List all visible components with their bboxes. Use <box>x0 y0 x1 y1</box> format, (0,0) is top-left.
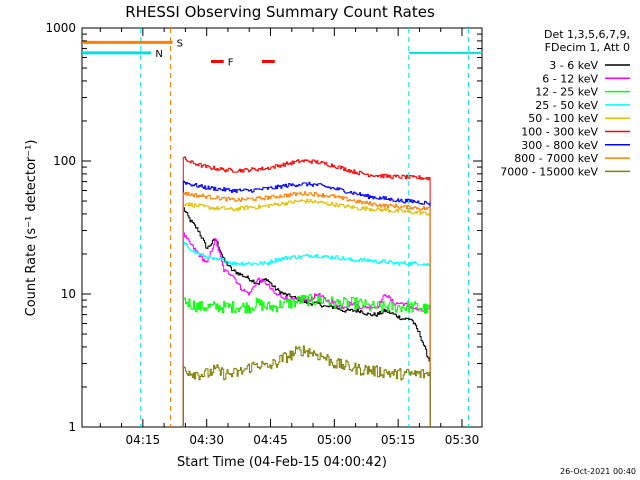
legend-header-line-2: FDecim 1, Att 0 <box>545 41 630 54</box>
night-boundaries <box>140 28 469 427</box>
x-tick-label-1: 04:30 <box>189 433 224 447</box>
legend-header-line-1: Det 1,3,5,6,7,9, <box>544 28 630 41</box>
legend-label-5: 100 - 300 keV <box>521 126 598 139</box>
legend-label-4: 50 - 100 keV <box>528 112 598 125</box>
chart-title: RHESSI Observing Summary Count Rates <box>125 3 435 21</box>
legend-label-6: 300 - 800 keV <box>521 139 598 152</box>
series-trace-2 <box>182 293 431 427</box>
x-tick-label-5: 05:30 <box>445 433 480 447</box>
flag-N-label: N <box>155 49 162 60</box>
legend: Det 1,3,5,6,7,9, FDecim 1, Att 0 3 - 6 k… <box>500 28 630 178</box>
series-trace-6 <box>182 180 431 427</box>
y-tick-label-1: 10 <box>61 287 76 301</box>
x-tick-label-3: 05:00 <box>317 433 352 447</box>
legend-label-3: 25 - 50 keV <box>535 99 598 112</box>
x-axis-title: Start Time (04-Feb-15 04:00:42) <box>177 455 387 470</box>
legend-label-2: 12 - 25 keV <box>535 86 598 99</box>
legend-label-1: 6 - 12 keV <box>542 72 598 85</box>
legend-label-7: 800 - 7000 keV <box>514 152 598 165</box>
series-trace-8 <box>182 345 431 427</box>
series-layer <box>182 156 431 427</box>
y-axis-title: Count Rate (s⁻¹ detector⁻¹) <box>24 140 39 317</box>
y-tick-label-2: 100 <box>53 154 76 168</box>
y-axis: 1 10 100 1000 <box>45 21 482 434</box>
series-trace-5 <box>182 156 431 427</box>
plot-frame <box>81 27 483 428</box>
series-trace-0 <box>182 207 431 427</box>
timestamp: 26-Oct-2021 00:40 <box>560 467 636 476</box>
flag-S-label: S <box>177 38 183 49</box>
legend-label-8: 7000 - 15000 keV <box>500 165 598 178</box>
series-trace-7 <box>182 191 431 427</box>
x-tick-label-0: 04:15 <box>126 433 161 447</box>
series-trace-3 <box>182 241 431 427</box>
legend-label-0: 3 - 6 keV <box>549 59 598 72</box>
y-tick-label-0: 1 <box>68 420 76 434</box>
y-tick-label-3: 1000 <box>45 21 76 35</box>
flag-F-label: F <box>228 57 234 68</box>
series-trace-4 <box>182 198 431 427</box>
x-tick-label-4: 05:15 <box>381 433 416 447</box>
x-axis: 04:15 04:30 04:45 05:00 05:15 05:30 <box>99 28 480 447</box>
orbit-flags: N S F <box>82 38 275 68</box>
x-tick-label-2: 04:45 <box>253 433 288 447</box>
series-trace-1 <box>182 232 431 427</box>
